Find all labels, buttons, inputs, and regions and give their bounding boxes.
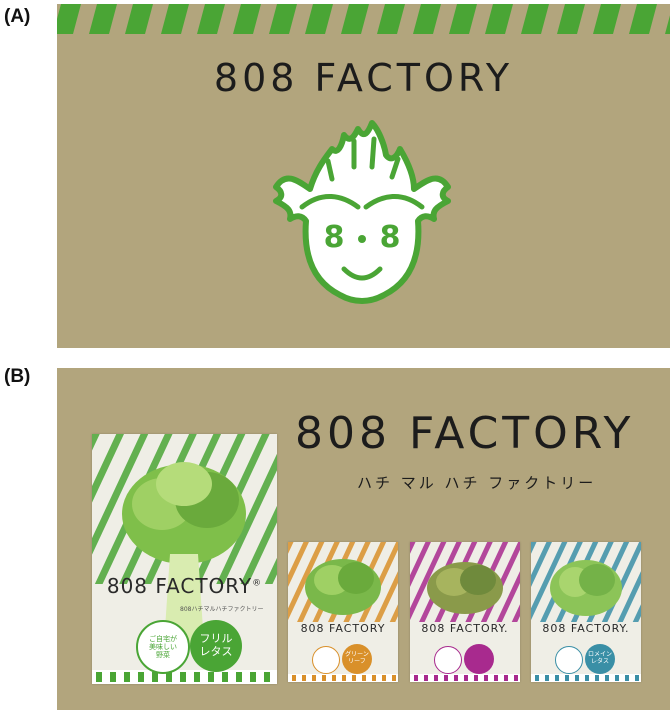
- package-logo: 808 FACTORY.: [542, 622, 630, 635]
- panel-a-label: (A): [4, 6, 31, 27]
- package-red-leaf: 808 FACTORY.: [410, 542, 520, 682]
- lettuce-package-art: [288, 542, 398, 682]
- stripe-band: [57, 4, 670, 34]
- package-subtitle: 808ハチマルハチファクトリー: [180, 606, 264, 613]
- package-logo: 808 FACTORY.: [421, 622, 509, 635]
- brand-subtitle: ハチ マル ハチ ファクトリー: [357, 474, 597, 492]
- lettuce-package-art: [410, 542, 520, 682]
- lettuce-package-art: [92, 434, 277, 684]
- package-bubble-right: グリーン リーフ: [342, 644, 372, 674]
- package-bubble-left: ご自宅が 美味しい 野菜: [136, 620, 190, 674]
- lettuce-package-art: [531, 542, 641, 682]
- panel-b-label: (B): [4, 366, 31, 387]
- brand-title: 808 FACTORY: [295, 408, 635, 459]
- panel-b-packaging: 808 FACTORY ハチ マル ハチ ファクトリー: [57, 368, 670, 710]
- panel-a-banner: 808 FACTORY 8 8: [57, 4, 670, 348]
- brand-title: 808 FACTORY: [213, 56, 514, 100]
- mascot-right-eye: 8: [380, 220, 401, 255]
- package-romaine-lettuce: 808 FACTORY. ロメイン レタス: [531, 542, 641, 682]
- package-bubble-left: [312, 646, 340, 674]
- package-bubble-left: [555, 646, 583, 674]
- package-bubble-right: フリル レタス: [190, 620, 242, 672]
- package-logo: 808 FACTORY®: [106, 574, 263, 598]
- package-green-leaf: 808 FACTORY グリーン リーフ: [288, 542, 398, 682]
- package-frill-lettuce: 808 FACTORY® 808ハチマルハチファクトリー ご自宅が 美味しい 野菜 …: [92, 434, 277, 684]
- package-logo: 808 FACTORY: [300, 622, 386, 635]
- mascot-left-eye: 8: [324, 220, 345, 255]
- lettuce-mascot-icon: 8 8: [273, 120, 451, 304]
- package-bubble-right: [464, 644, 494, 674]
- package-bubble-left: [434, 646, 462, 674]
- package-bubble-right: ロメイン レタス: [585, 644, 615, 674]
